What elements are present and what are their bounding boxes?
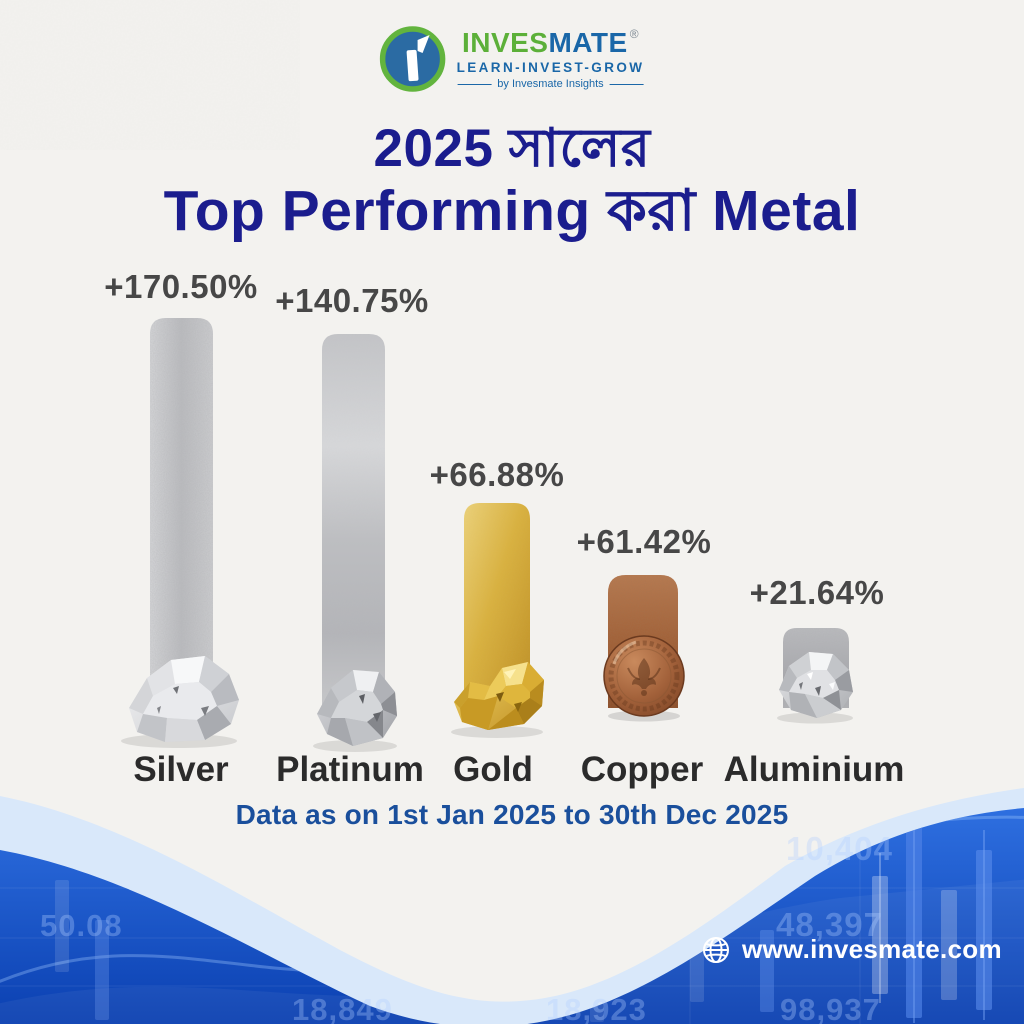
aluminium-foil-image [777,652,853,724]
category-label-platinum: Platinum [276,750,424,789]
brand-name-part2: MATE [548,27,628,59]
watermark-number: 50.08 [40,908,123,943]
footer-wave-graphic [0,788,1024,1024]
platinum-nugget-image [313,670,397,752]
bar-platinum [322,334,385,708]
invesmate-logo-icon [379,26,446,92]
watermark-number: 18,923 [546,992,647,1024]
page-title-line1: 2025 সালের [373,119,651,178]
category-label-silver: Silver [133,750,229,789]
watermark-number: 98,937 [780,992,881,1024]
value-label-platinum: +140.75% [275,282,429,319]
silver-nugget-image [121,656,239,748]
value-label-aluminium: +21.64% [749,574,885,611]
data-note: Data as on 1st Jan 2025 to 30th Dec 2025 [235,799,789,830]
copper-coin-image [603,635,685,722]
watermark-number: 10,404 [786,830,893,867]
value-label-silver: +170.50% [104,268,258,305]
globe-icon [703,936,729,963]
brand-name: INVESMATE ® [462,28,639,57]
registered-mark-icon: ® [629,27,640,42]
value-label-copper: +61.42% [576,523,712,560]
brand-tagline: LEARN-INVEST-GROW [456,60,645,76]
brand-name-part1: INVES [461,27,549,59]
page-title-line2: Top Performing করা Metal [163,179,861,243]
gold-nugget-image [451,662,544,738]
brand-byline: by Invesmate Insights [497,77,604,90]
value-label-gold: +66.88% [429,456,565,493]
watermark-number: 48,397 [776,906,883,943]
brand-logo-text: INVESMATE ® LEARN-INVEST-GROW by Invesmat… [457,28,645,90]
brand-byline-row: by Invesmate Insights [457,77,644,90]
bar-silver [150,318,213,708]
website-row[interactable]: www.invesmate.com [701,934,1002,965]
bar-gold [464,503,530,708]
category-label-aluminium: Aluminium [723,750,905,789]
byline-rule-right [609,83,644,85]
watermark-number: 18,849 [292,992,393,1024]
byline-rule-left [457,83,492,85]
category-label-copper: Copper [580,750,704,789]
category-label-gold: Gold [453,750,533,789]
brand-logo: INVESMATE ® LEARN-INVEST-GROW by Invesmat… [379,26,645,92]
website-url[interactable]: www.invesmate.com [742,934,1002,964]
